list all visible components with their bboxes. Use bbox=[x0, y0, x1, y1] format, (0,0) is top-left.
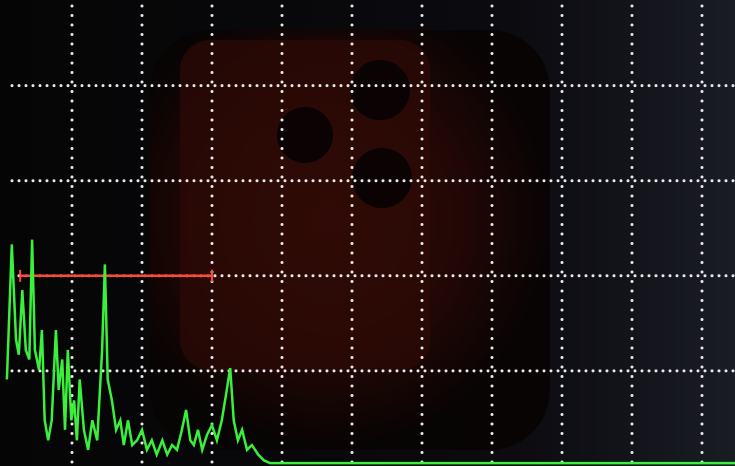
reflection-lens bbox=[352, 148, 412, 208]
reflection-lens bbox=[277, 107, 333, 163]
waveform bbox=[5, 239, 735, 465]
reflection-lens bbox=[350, 60, 410, 120]
plot bbox=[5, 4, 735, 466]
reflection-device bbox=[180, 40, 430, 370]
